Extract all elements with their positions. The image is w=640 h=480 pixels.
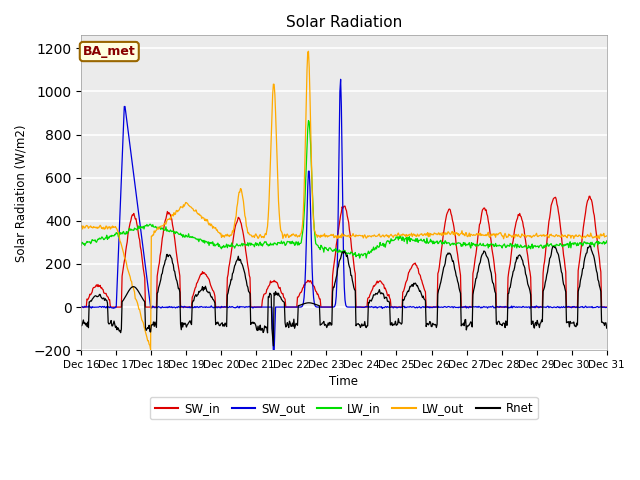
SW_out: [195, 304, 202, 310]
Rnet: [603, 325, 611, 331]
LW_in: [356, 255, 364, 261]
SW_out: [141, 258, 148, 264]
SW_out: [337, 76, 344, 82]
LW_out: [147, 347, 154, 352]
SW_out: [87, 304, 95, 310]
Line: LW_in: LW_in: [81, 120, 607, 258]
LW_out: [87, 223, 95, 229]
LW_out: [305, 48, 312, 54]
Rnet: [77, 323, 85, 329]
SW_out: [269, 349, 277, 355]
LW_in: [305, 118, 312, 123]
Text: BA_met: BA_met: [83, 45, 136, 58]
LW_out: [409, 232, 417, 238]
Rnet: [424, 321, 431, 326]
LW_in: [87, 241, 95, 247]
Line: Rnet: Rnet: [81, 246, 607, 346]
Rnet: [195, 292, 202, 298]
LW_out: [77, 224, 85, 229]
SW_in: [603, 304, 611, 310]
Rnet: [269, 343, 277, 349]
SW_in: [87, 292, 95, 298]
LW_in: [77, 242, 85, 248]
SW_in: [408, 264, 415, 270]
SW_in: [222, 304, 230, 310]
SW_out: [222, 304, 230, 310]
SW_out: [77, 304, 85, 310]
LW_in: [195, 236, 202, 242]
LW_out: [603, 233, 611, 239]
Line: SW_in: SW_in: [81, 196, 607, 307]
SW_out: [424, 305, 432, 311]
Legend: SW_in, SW_out, LW_in, LW_out, Rnet: SW_in, SW_out, LW_in, LW_out, Rnet: [150, 397, 538, 420]
LW_in: [603, 238, 611, 244]
SW_in: [195, 277, 202, 283]
Rnet: [222, 322, 230, 327]
Rnet: [408, 282, 416, 288]
Title: Solar Radiation: Solar Radiation: [286, 15, 402, 30]
SW_in: [141, 275, 148, 281]
Rnet: [586, 243, 594, 249]
LW_in: [424, 240, 432, 246]
LW_in: [141, 223, 148, 229]
LW_out: [195, 211, 203, 216]
Rnet: [87, 298, 95, 304]
LW_in: [409, 238, 417, 243]
SW_in: [423, 304, 431, 310]
SW_out: [603, 304, 611, 310]
LW_out: [141, 326, 148, 332]
LW_out: [424, 234, 432, 240]
SW_in: [77, 304, 85, 310]
X-axis label: Time: Time: [330, 375, 358, 388]
SW_in: [586, 193, 593, 199]
LW_in: [222, 243, 230, 249]
LW_out: [223, 233, 230, 239]
Rnet: [141, 299, 148, 305]
Y-axis label: Solar Radiation (W/m2): Solar Radiation (W/m2): [15, 124, 28, 262]
Line: LW_out: LW_out: [81, 51, 607, 349]
Line: SW_out: SW_out: [81, 79, 607, 352]
SW_out: [409, 304, 417, 310]
